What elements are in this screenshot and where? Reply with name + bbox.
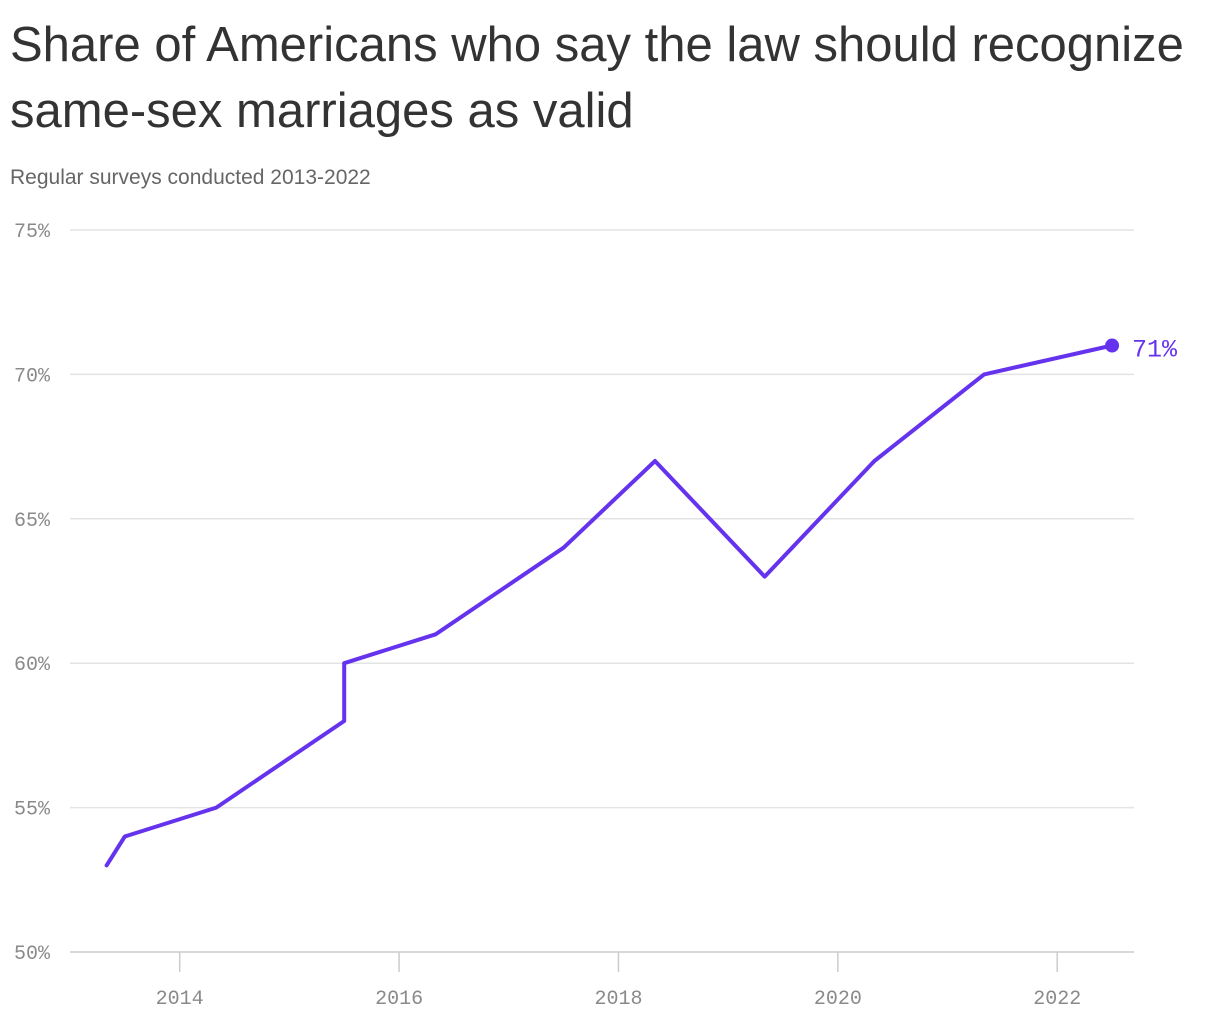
y-tick-label: 65% [14,510,51,533]
x-tick-label: 2020 [814,988,862,1011]
chart-subtitle: Regular surveys conducted 2013-2022 [10,166,371,189]
end-value-label: 71% [1132,336,1178,365]
y-tick-label: 55% [14,799,51,822]
y-tick-label: 60% [14,654,51,677]
x-axis [70,951,1134,972]
y-tick-label: 70% [14,365,51,388]
gridlines [70,229,1134,809]
x-axis-labels: 2014 2016 2018 2020 2022 [156,988,1082,1011]
y-axis-labels: 50% 55% 60% 65% 70% 75% [14,221,51,966]
data-labels: 71% [1132,336,1178,365]
series-line [104,343,1115,868]
end-point-marker [1105,338,1120,353]
chart-title: Share of Americans who say the law shoul… [10,18,1184,138]
y-tick-label: 50% [14,943,51,966]
x-tick-label: 2016 [375,988,423,1011]
x-tick-label: 2014 [156,988,204,1011]
x-tick-label: 2018 [594,988,642,1011]
x-tick-label: 2022 [1033,988,1081,1011]
series-lines [104,338,1120,868]
y-tick-label: 75% [14,221,51,244]
